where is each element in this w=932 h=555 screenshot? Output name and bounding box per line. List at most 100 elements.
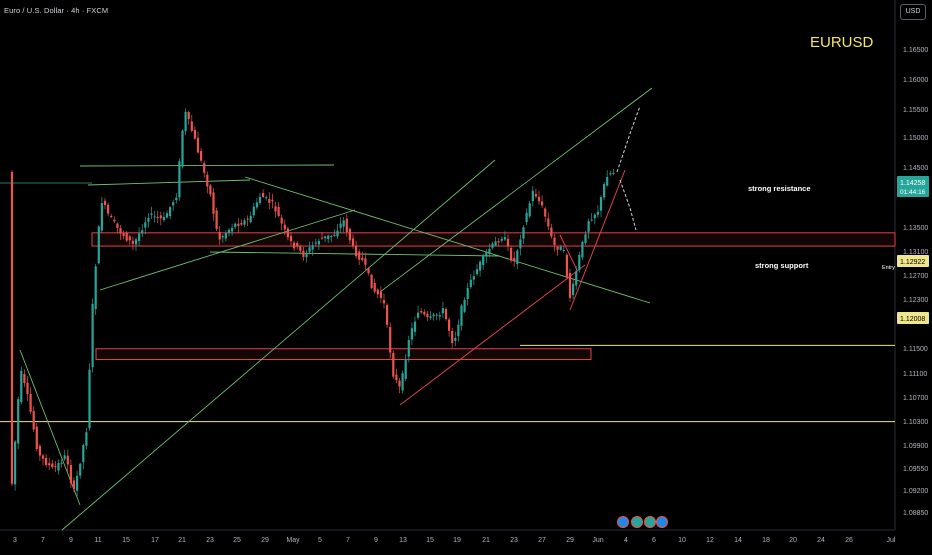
candle bbox=[379, 291, 382, 298]
candle bbox=[215, 210, 218, 229]
candle bbox=[283, 224, 286, 230]
candle bbox=[277, 206, 280, 216]
x-tick-label: 27 bbox=[538, 537, 546, 544]
candle bbox=[54, 466, 57, 468]
candle bbox=[420, 311, 423, 313]
candle bbox=[348, 228, 351, 241]
candle bbox=[386, 304, 389, 325]
candle bbox=[392, 353, 395, 377]
candle bbox=[469, 279, 472, 288]
x-tick-label: 29 bbox=[261, 537, 269, 544]
y-tick-label: 1.16500 bbox=[903, 47, 928, 54]
candle bbox=[382, 300, 386, 304]
x-tick-label: 24 bbox=[817, 537, 825, 544]
candle bbox=[320, 237, 324, 239]
y-tick-label: 1.09200 bbox=[903, 488, 928, 495]
news-event-icon[interactable] bbox=[644, 516, 656, 528]
candle bbox=[134, 239, 138, 245]
candle bbox=[339, 223, 342, 228]
candle bbox=[69, 464, 72, 483]
economic-event-icon[interactable] bbox=[617, 516, 629, 528]
candle bbox=[107, 204, 110, 214]
x-tick-label: 20 bbox=[789, 537, 797, 544]
candle bbox=[324, 236, 327, 239]
candle bbox=[172, 202, 175, 206]
candle bbox=[373, 283, 376, 292]
candle bbox=[184, 111, 187, 132]
candle bbox=[150, 213, 153, 215]
dividend-event-icon[interactable] bbox=[631, 516, 643, 528]
candle bbox=[568, 273, 572, 298]
candle bbox=[175, 197, 178, 201]
x-tick-label: 25 bbox=[233, 537, 241, 544]
y-tick-label: 1.15000 bbox=[903, 135, 928, 142]
trend-line bbox=[379, 87, 653, 293]
y-tick-label: 1.12700 bbox=[903, 273, 928, 280]
earnings-event-icon[interactable] bbox=[656, 516, 668, 528]
candle bbox=[441, 308, 444, 314]
candle bbox=[358, 251, 361, 260]
trend-line bbox=[99, 209, 356, 291]
candle bbox=[482, 255, 485, 266]
x-tick-label: 9 bbox=[69, 537, 73, 544]
candle bbox=[370, 274, 373, 288]
candle bbox=[305, 252, 308, 258]
candle bbox=[395, 374, 398, 381]
candle bbox=[206, 174, 209, 187]
x-tick-label: 3 bbox=[13, 537, 17, 544]
x-tick-label: 12 bbox=[706, 537, 714, 544]
candle bbox=[376, 289, 379, 295]
support-zone bbox=[95, 348, 592, 360]
trend-line bbox=[87, 179, 251, 186]
candle bbox=[336, 230, 339, 237]
annotation-strong-resistance: strong resistance bbox=[748, 184, 811, 193]
x-tick-label: 29 bbox=[566, 537, 574, 544]
candle bbox=[299, 246, 302, 251]
x-tick-label: 10 bbox=[678, 537, 686, 544]
candle bbox=[35, 426, 38, 450]
price-tag bbox=[897, 312, 929, 324]
candle bbox=[246, 218, 249, 220]
candle bbox=[367, 268, 370, 274]
candle bbox=[41, 455, 45, 459]
candle bbox=[612, 172, 615, 174]
candle bbox=[519, 239, 522, 249]
price-tag-value: 1.12008 bbox=[900, 316, 925, 323]
candle bbox=[516, 250, 519, 264]
candle bbox=[116, 223, 119, 228]
candle bbox=[491, 243, 494, 248]
candle bbox=[503, 236, 506, 240]
candle bbox=[317, 240, 320, 245]
projection-down bbox=[619, 179, 637, 231]
y-tick-label: 1.12300 bbox=[903, 297, 928, 304]
candle bbox=[342, 220, 345, 227]
candle bbox=[262, 193, 265, 197]
x-tick-label: 21 bbox=[482, 537, 490, 544]
bar-countdown: 01:44:16 bbox=[900, 189, 926, 196]
candle bbox=[497, 241, 500, 243]
candle bbox=[553, 237, 556, 246]
x-tick-label: 7 bbox=[41, 537, 45, 544]
candle bbox=[271, 199, 274, 202]
x-tick-label: 4 bbox=[624, 537, 628, 544]
candle bbox=[525, 212, 528, 223]
candle bbox=[200, 150, 203, 161]
candle bbox=[60, 462, 63, 464]
y-tick-label: 1.09550 bbox=[903, 466, 928, 473]
candle bbox=[432, 314, 435, 317]
candle bbox=[606, 177, 609, 186]
candle bbox=[485, 252, 488, 257]
candle bbox=[128, 236, 131, 241]
candle bbox=[252, 206, 255, 216]
candle bbox=[190, 121, 193, 131]
candle bbox=[355, 245, 358, 257]
y-tick-label: 1.13100 bbox=[903, 249, 928, 256]
trend-line-red bbox=[399, 264, 586, 406]
candle bbox=[584, 234, 587, 244]
currency-button[interactable]: USD bbox=[900, 4, 926, 20]
candle bbox=[131, 240, 134, 244]
candle bbox=[51, 463, 54, 468]
candle bbox=[231, 227, 234, 232]
